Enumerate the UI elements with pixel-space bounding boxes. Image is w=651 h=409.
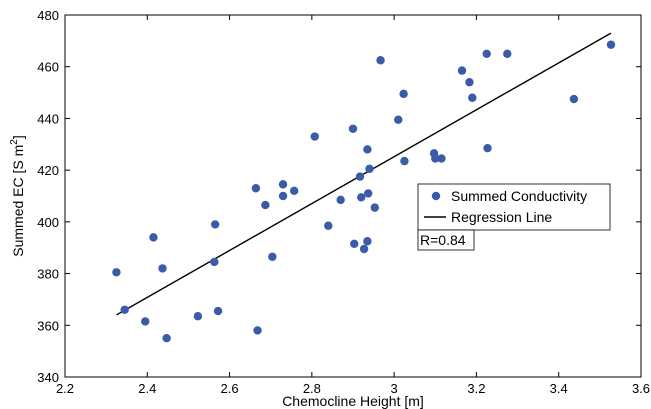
legend-marker-summed-conductivity: [431, 191, 441, 201]
r-annotation: R=0.84: [417, 229, 475, 251]
y-tick-label: 420: [37, 163, 59, 178]
data-point: [457, 66, 467, 75]
data-point: [355, 172, 365, 181]
x-axis-title: Chemocline Height [m]: [282, 393, 424, 409]
data-point: [348, 124, 358, 133]
y-tick-label: 360: [37, 318, 59, 333]
data-point: [251, 184, 261, 193]
x-tick-label: 2.6: [221, 381, 239, 396]
r-annotation-text: R=0.84: [420, 232, 466, 248]
data-point: [120, 305, 129, 314]
y-axis-title-superscript: 2: [9, 139, 20, 145]
x-tick-labels: 2.2 2.4 2.6 2.8 3 3.2 3.4 3.6: [56, 381, 650, 396]
data-point: [357, 193, 366, 202]
data-point: [365, 164, 374, 174]
x-tick-label: 3.4: [550, 381, 568, 396]
y-tick-label: 460: [37, 60, 59, 75]
x-tick-label: 2.2: [56, 381, 74, 396]
data-point: [350, 239, 359, 249]
data-point: [310, 132, 319, 141]
data-point: [483, 143, 492, 153]
data-point: [465, 78, 474, 87]
axis-ticks: [64, 14, 642, 378]
data-point: [370, 203, 380, 212]
data-point: [399, 89, 408, 99]
legend-label-summed-conductivity: Summed Conductivity: [451, 188, 587, 204]
data-point: [149, 233, 158, 242]
data-point: [363, 145, 372, 154]
y-axis-title-main: Summed EC [S m: [10, 145, 26, 257]
data-point: [213, 306, 223, 316]
data-point: [606, 40, 616, 49]
data-point: [363, 237, 372, 246]
data-point: [268, 252, 277, 261]
data-point: [376, 56, 385, 65]
data-point: [162, 334, 171, 343]
y-tick-label: 380: [37, 267, 59, 282]
x-tick-label: 2.8: [303, 381, 321, 396]
data-point: [569, 94, 579, 104]
data-point: [112, 268, 121, 277]
data-point: [210, 257, 219, 267]
data-point: [364, 189, 373, 198]
data-point: [394, 115, 403, 124]
data-point: [400, 156, 409, 166]
data-point: [503, 49, 512, 58]
x-tick-label: 3.6: [632, 381, 650, 396]
y-tick-label: 400: [37, 215, 59, 230]
data-point: [278, 180, 288, 189]
x-tick-label: 3: [391, 381, 398, 396]
y-tick-labels: 340 360 380 400 420 440 460 480: [37, 8, 59, 385]
data-point: [482, 49, 491, 58]
y-tick-label: 340: [37, 370, 59, 385]
y-axis-title-end: ]: [10, 135, 26, 139]
r-annotation-box: [417, 229, 475, 251]
y-tick-label: 480: [37, 8, 59, 23]
data-point: [359, 244, 369, 254]
regression-line: [116, 32, 612, 316]
data-point: [253, 326, 262, 335]
legend: Summed Conductivity Regression Line: [417, 183, 611, 231]
data-point: [193, 312, 203, 321]
data-point: [141, 317, 150, 326]
y-axis-title: Summed EC [S m2]: [9, 135, 26, 256]
legend-label-regression-line: Regression Line: [451, 209, 552, 225]
data-point: [324, 221, 333, 230]
data-point: [278, 191, 288, 201]
data-point: [468, 93, 477, 102]
y-tick-label: 440: [37, 111, 59, 126]
data-point: [210, 220, 220, 229]
data-point: [431, 154, 440, 163]
data-points: [112, 40, 616, 343]
data-point: [437, 154, 446, 163]
x-tick-label: 3.2: [467, 381, 485, 396]
x-tick-label: 2.4: [138, 381, 156, 396]
data-point: [289, 186, 299, 196]
data-point: [261, 200, 270, 210]
data-point: [158, 264, 167, 273]
data-point: [336, 195, 345, 205]
legend-box: [417, 183, 611, 231]
